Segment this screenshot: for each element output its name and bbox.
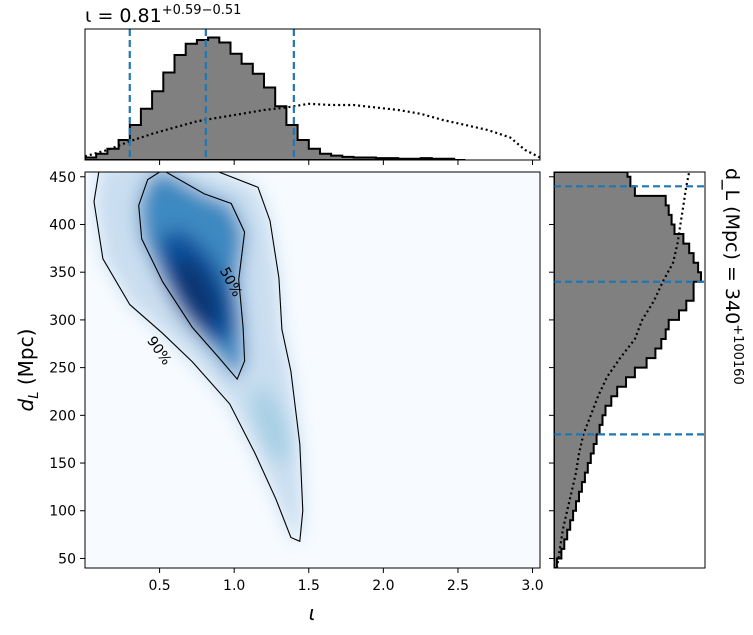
dL-posterior-histogram: [554, 172, 702, 568]
dL-side-label-main: d_L (Mpc) = 340: [721, 168, 743, 324]
y-tick-label: 250: [49, 361, 76, 377]
main-panel-frame: [84, 171, 541, 569]
main-y-ticks: 50 100 150 200 250 300 350 400 450: [49, 170, 85, 567]
top-panel-ticks: [159, 160, 534, 165]
y-axis-label-unit: (Mpc): [14, 329, 38, 392]
x-tick-label: 0.5: [148, 578, 170, 594]
y-axis-label-subscript: L: [27, 391, 42, 398]
y-axis-label: dL (Mpc): [14, 329, 42, 412]
y-axis-label-symbol: d: [14, 398, 38, 411]
y-tick-label: 300: [49, 313, 76, 329]
iota-histogram-layer: [85, 29, 540, 160]
x-tick-label: 1.0: [223, 578, 245, 594]
contour-50: [138, 172, 246, 381]
dL-side-label: d_L (Mpc) = 340+100160: [721, 168, 745, 385]
y-tick-label: 150: [49, 456, 76, 472]
density-heatmap: [94, 172, 303, 542]
y-tick-label: 200: [49, 408, 76, 424]
right-panel-ticks: [549, 176, 554, 559]
y-tick-label: 400: [49, 217, 76, 233]
density-peak: [174, 256, 220, 326]
iota-prior-curve: [85, 102, 540, 159]
x-tick-label: 2.5: [447, 578, 469, 594]
contour-90: [93, 172, 304, 543]
right-panel-frame: [553, 171, 706, 569]
y-tick-label: 450: [49, 170, 76, 186]
top-panel-frame: [84, 28, 541, 161]
iota-marginal-panel: ι = 0.81+0.59−0.51: [84, 3, 541, 165]
density-tail: [252, 386, 291, 463]
dL-side-label-lower: 160: [730, 360, 745, 385]
density-band-1: [94, 172, 303, 542]
x-tick-label: 3.0: [521, 578, 543, 594]
iota-title-upper: +0.59: [162, 3, 202, 18]
x-tick-label: 1.5: [298, 578, 320, 594]
y-tick-label: 50: [58, 551, 76, 567]
x-tick-label: 2.0: [372, 578, 394, 594]
dL-histogram-layer: [554, 172, 705, 568]
density-clip: [93, 172, 304, 543]
iota-title: ι = 0.81+0.59−0.51: [85, 3, 241, 27]
joint-posterior-panel: 50%90% 0.5 1.0 1.5 2.0 2.5 3.0 50100150200250…: [14, 170, 544, 625]
iota-posterior-histogram: [85, 36, 466, 160]
credible-contours: [93, 172, 304, 543]
iota-title-lower: −0.51: [202, 3, 242, 18]
dL-side-label-upper: +100: [730, 324, 745, 360]
x-axis-label: ι: [309, 601, 316, 625]
dL-prior-curve: [555, 172, 691, 568]
main-x-ticks: 0.5 1.0 1.5 2.0 2.5 3.0: [148, 568, 544, 594]
y-tick-label: 100: [49, 504, 76, 520]
y-tick-label: 350: [49, 265, 76, 281]
dL-marginal-panel: d_L (Mpc) = 340+100160: [549, 168, 745, 569]
iota-title-main: ι = 0.81: [85, 5, 162, 27]
